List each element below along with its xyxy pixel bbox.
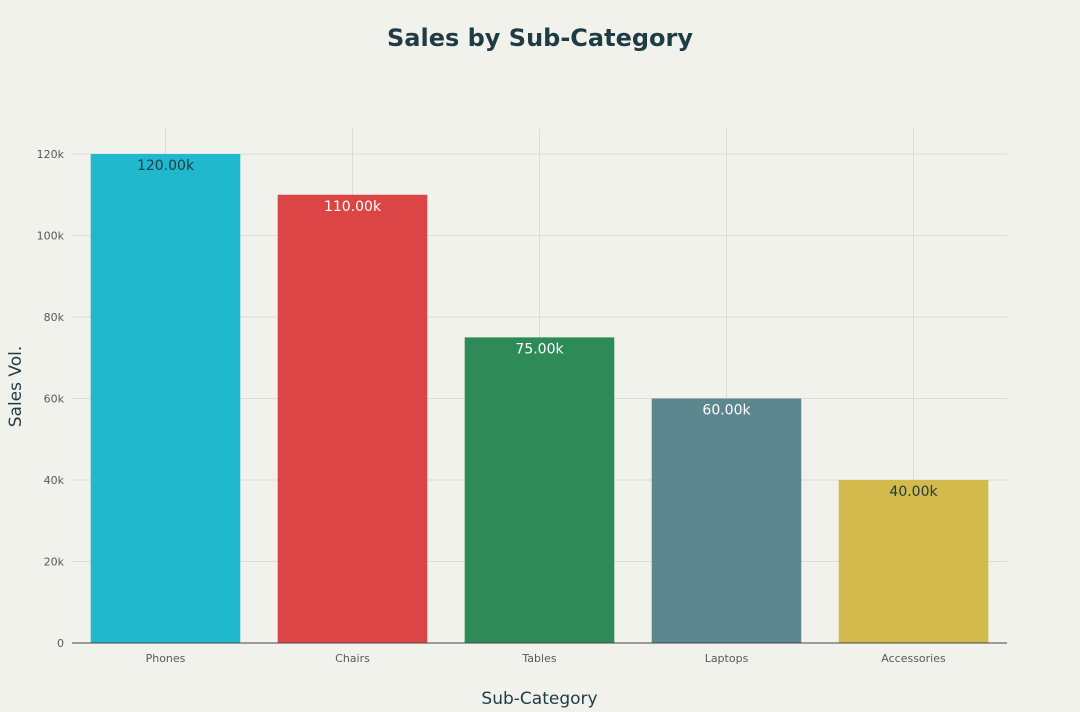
x-tick-label: Chairs — [335, 652, 370, 665]
x-tick-label: Phones — [146, 652, 186, 665]
data-label: 75.00k — [515, 341, 564, 357]
y-tick-label: 0 — [57, 637, 64, 650]
y-axis-title: Sales Vol. — [6, 346, 26, 428]
bar-phones — [90, 154, 241, 643]
y-tick-label: 60k — [44, 393, 65, 406]
axis-layer: 0 20k 40k 60k 80k 100k 120k Phones Chairs Tables L… — [37, 148, 1007, 665]
bar-laptops — [651, 398, 802, 643]
bar-layer — [90, 154, 989, 643]
chart-title: Sales by Sub-Category — [386, 24, 694, 52]
data-label: 60.00k — [702, 403, 751, 419]
y-tick-label: 120k — [37, 148, 65, 161]
x-axis-title: Sub-Category — [481, 689, 597, 709]
y-tick-label: 20k — [44, 556, 65, 569]
x-tick-label: Laptops — [705, 652, 749, 665]
data-label: 120.00k — [137, 158, 195, 174]
bar-chairs — [277, 194, 428, 643]
y-tick-label: 40k — [44, 474, 65, 487]
data-label: 110.00k — [324, 199, 382, 215]
y-tick-label: 80k — [44, 311, 65, 324]
data-label: 40.00k — [889, 484, 938, 500]
bar-accessories — [838, 480, 989, 643]
x-tick-label: Accessories — [881, 652, 946, 665]
y-tick-label: 100k — [37, 230, 65, 243]
x-tick-label: Tables — [521, 652, 556, 665]
bar-tables — [464, 337, 615, 643]
label-layer: 120.00k 110.00k 75.00k 60.00k 40.00k — [137, 158, 939, 500]
